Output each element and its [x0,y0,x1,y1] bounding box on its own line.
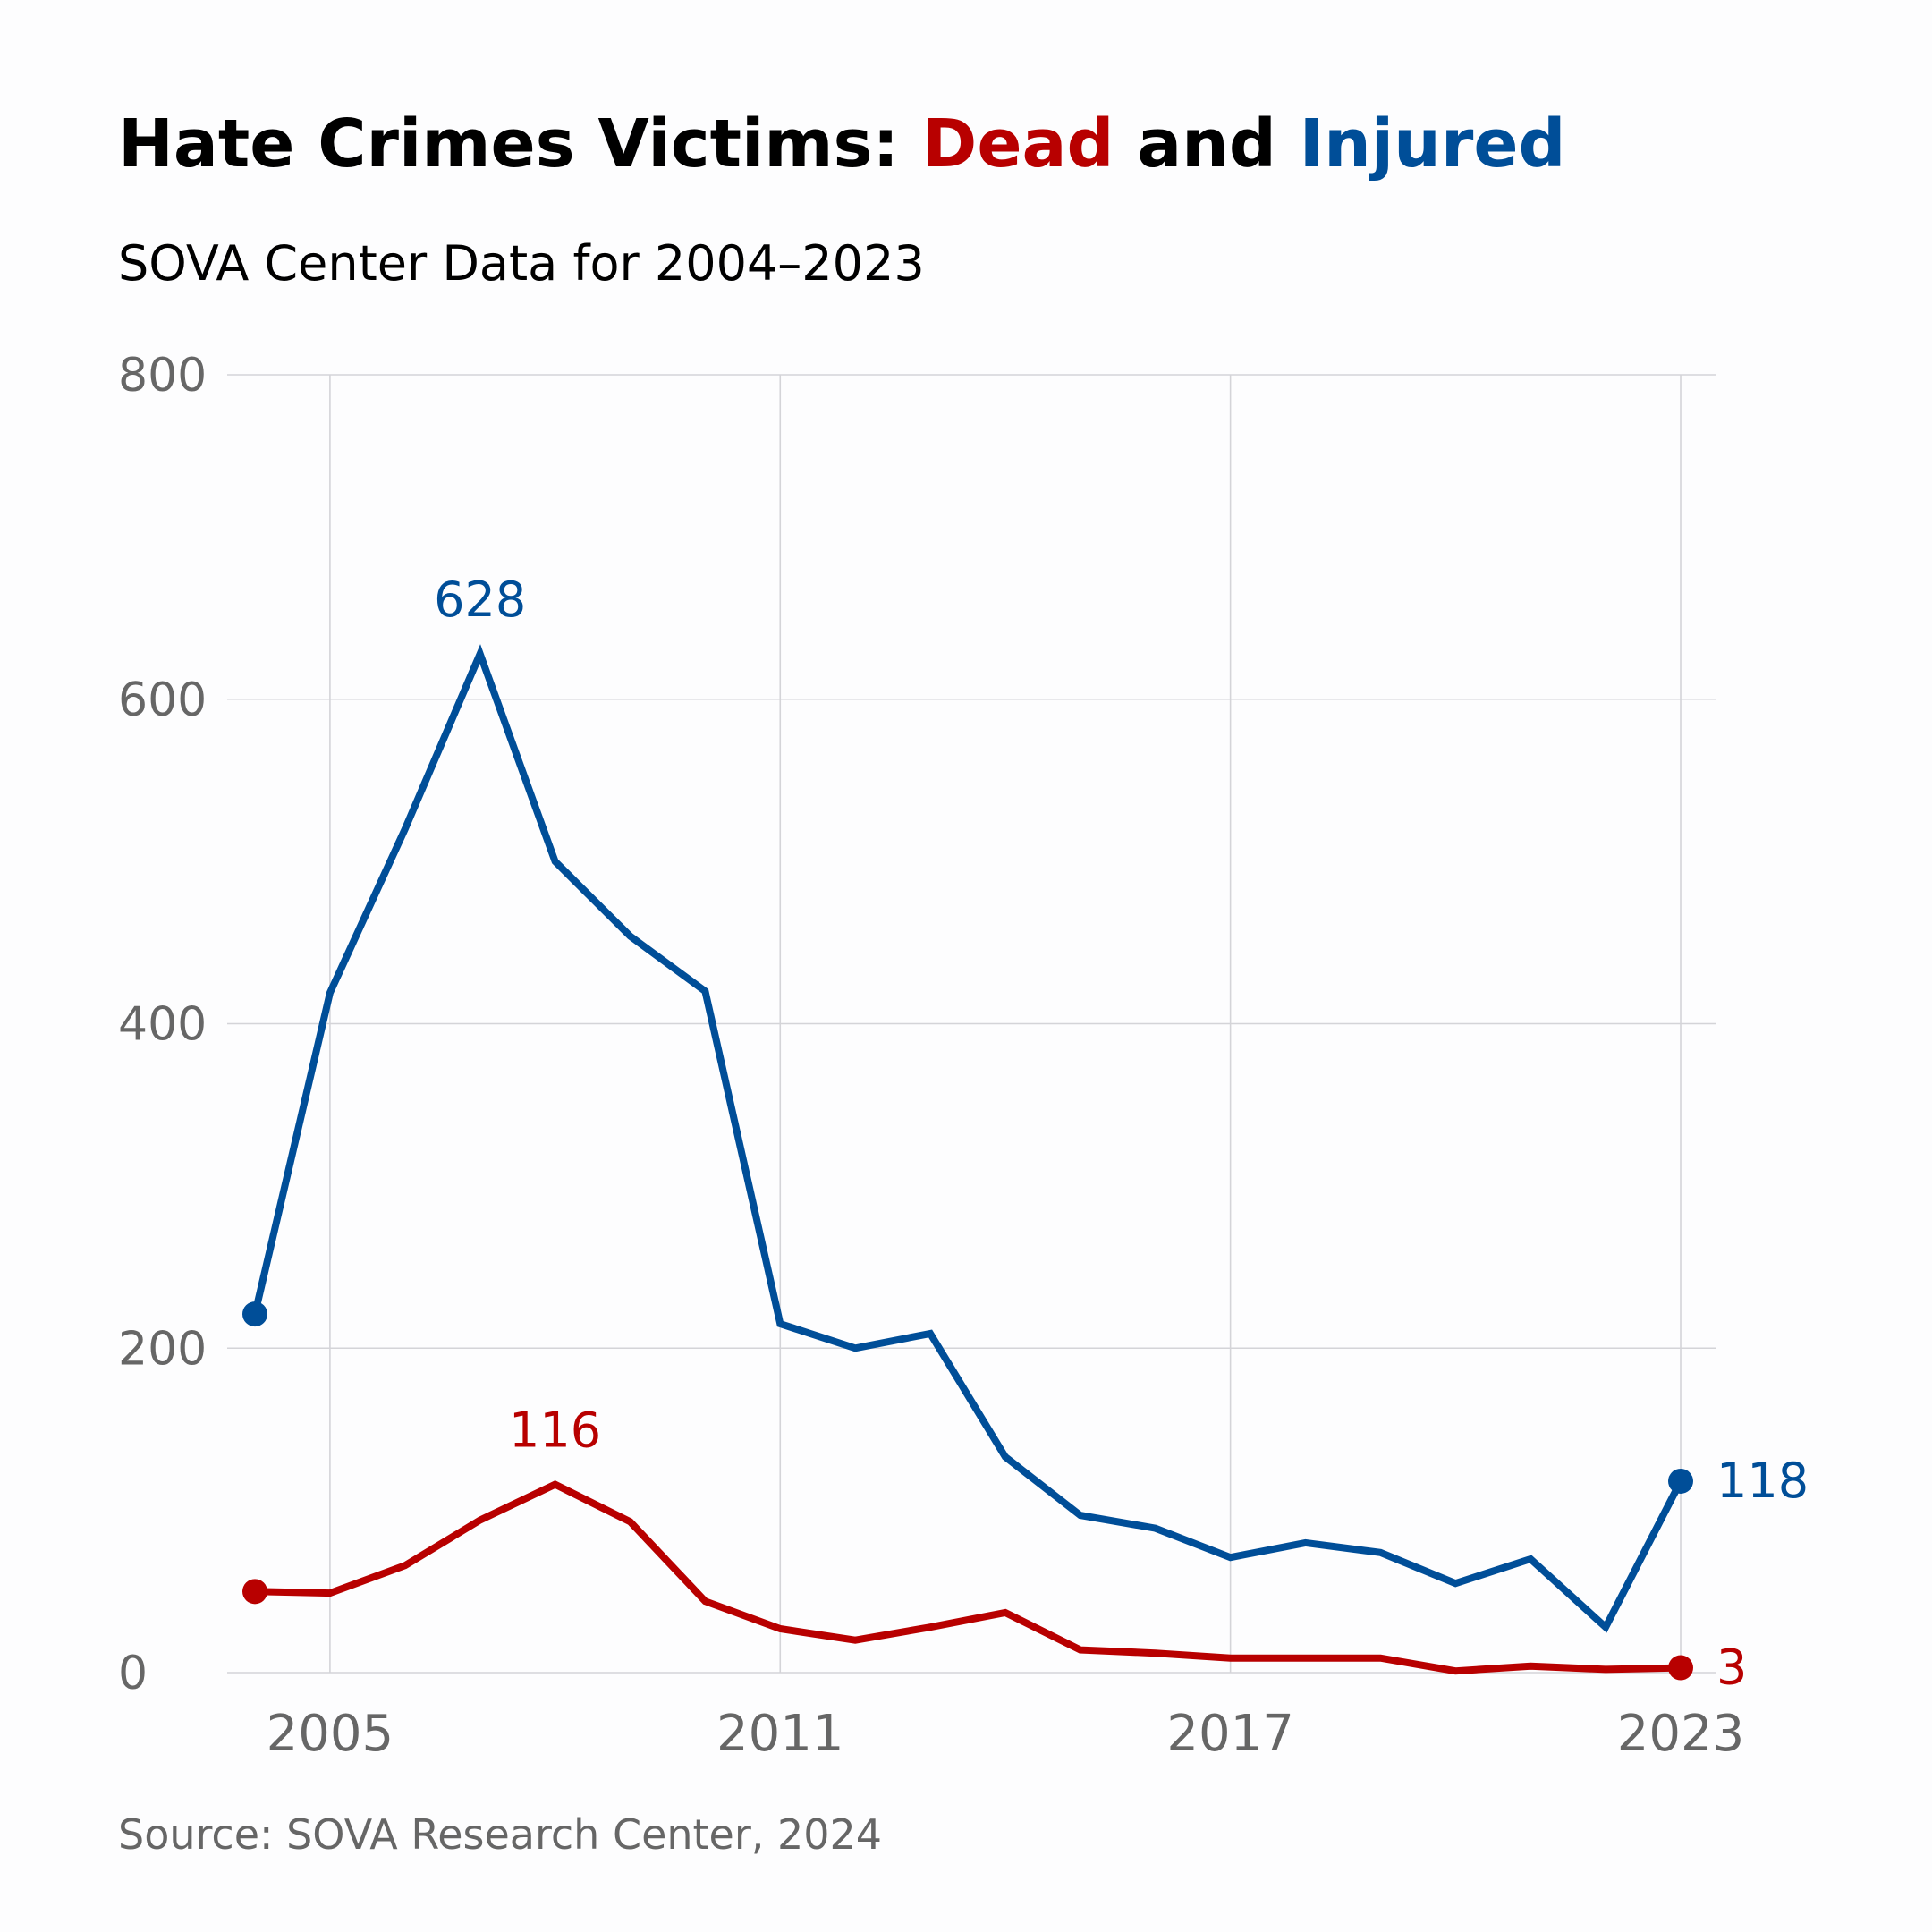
x-tick-label: 2017 [1166,1705,1294,1763]
y-tick-label: 400 [118,998,207,1052]
chart-title: Hate Crimes Victims: Dead and Injured [118,106,1566,182]
data-label-injured-2023: 118 [1716,1453,1809,1509]
y-tick-label: 800 [118,349,207,402]
y-axis: 0 200 400 600 800 [118,349,207,1700]
y-tick-label: 0 [118,1647,148,1700]
data-label-injured-2007: 628 [434,572,526,628]
series-line-injured [251,644,1684,1633]
x-tick-label: 2005 [267,1705,394,1763]
annotations: 628 118 116 3 [434,572,1809,1696]
chart-subtitle: SOVA Center Data for 2004–2023 [118,235,925,292]
data-label-dead-2023: 3 [1716,1640,1747,1696]
source-note: Source: SOVA Research Center, 2024 [118,1810,882,1859]
endpoint-marker-injured-2023 [1668,1468,1693,1494]
endpoint-marker-dead-2004 [242,1579,267,1605]
title-part-0: Hate Crimes Victims: [118,106,922,182]
x-axis: 2005 2011 2017 2023 [267,1705,1745,1763]
x-tick-label: 2011 [716,1705,844,1763]
endpoint-marker-injured-2004 [242,1301,267,1327]
endpoint-marker-dead-2023 [1668,1655,1693,1681]
gridlines [227,374,1716,1674]
title-part-1: Dead [922,106,1114,182]
title-part-3: Injured [1300,106,1566,182]
title-part-2: and [1114,106,1299,182]
y-tick-label: 200 [118,1322,207,1376]
series-layer [242,644,1693,1681]
y-tick-label: 600 [118,674,207,727]
x-tick-label: 2023 [1617,1705,1745,1763]
data-label-dead-2008: 116 [509,1402,601,1459]
series-line-dead [254,1480,1682,1675]
